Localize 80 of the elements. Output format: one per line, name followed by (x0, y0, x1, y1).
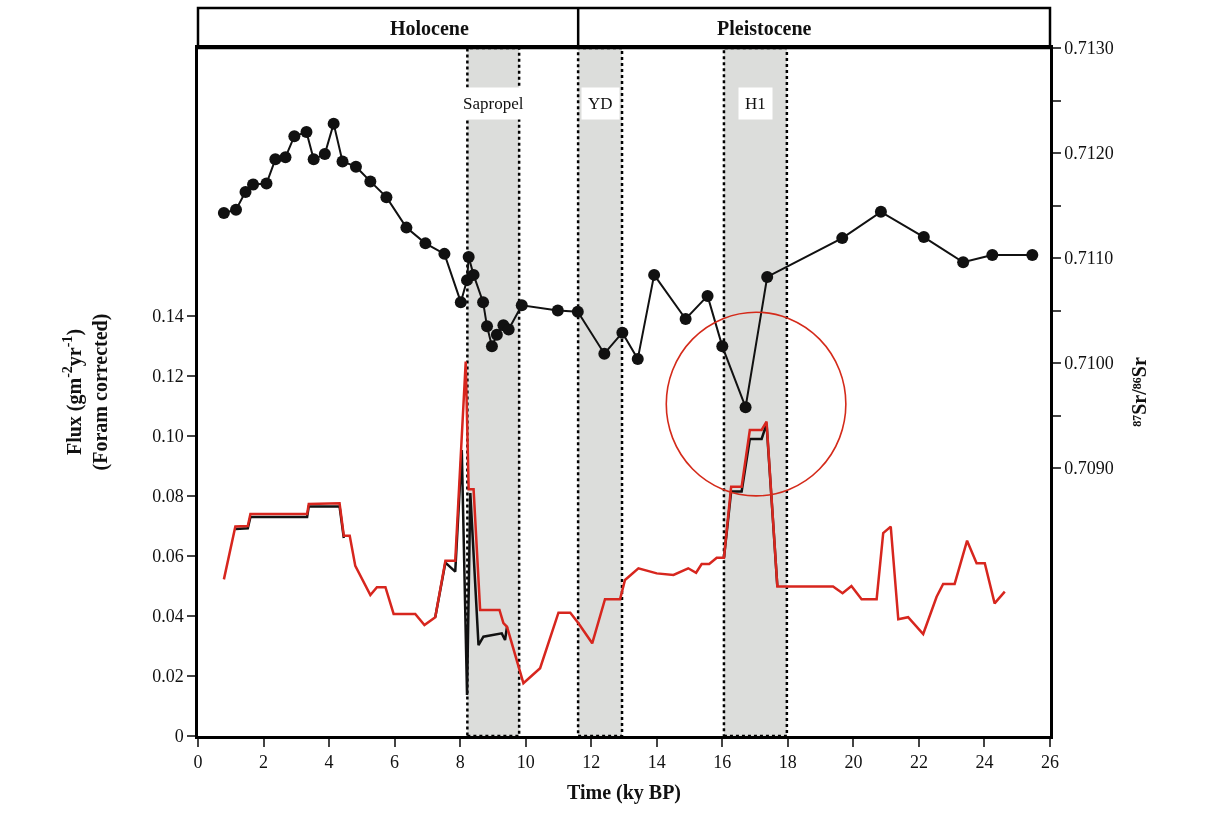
point (380, 191, 393, 204)
y2-tick-label: 0.7120 (1064, 143, 1114, 164)
line-series (222, 360, 1007, 685)
x-tick-label: 14 (647, 752, 666, 773)
point (598, 347, 611, 360)
point (279, 151, 292, 164)
y-tick-label: 0.02 (152, 666, 184, 687)
point (307, 153, 320, 166)
point (349, 160, 362, 173)
x-tick-label: 26 (1041, 752, 1059, 773)
point (739, 401, 752, 414)
x-tick-label: 20 (844, 752, 863, 773)
y-tick-label: 0.10 (152, 426, 184, 447)
y-tick-label: 0 (174, 726, 184, 747)
x-tick-label: 0 (193, 752, 203, 773)
x-tick-label: 22 (909, 752, 928, 773)
point (957, 256, 970, 269)
point (269, 153, 282, 166)
point (327, 117, 340, 130)
point (551, 304, 564, 317)
point (467, 268, 480, 281)
x-tick-label: 6 (390, 752, 400, 773)
point (230, 203, 243, 216)
point (485, 340, 498, 353)
point (477, 296, 490, 309)
point (502, 323, 515, 336)
x-axis-title: Time (ky BP) (566, 780, 682, 804)
y2-tick-label: 0.7100 (1064, 353, 1114, 374)
point (260, 177, 273, 190)
y2-axis-title: ⁸⁷Sr/⁸⁶Sr (1128, 357, 1151, 427)
point (300, 126, 313, 139)
x-tick-label: 8 (455, 752, 465, 773)
point (217, 206, 230, 219)
point (1026, 248, 1039, 261)
x-tick-label: 12 (582, 752, 601, 773)
point (836, 232, 849, 245)
point (400, 221, 413, 234)
point (419, 237, 432, 250)
text: Pleistocene (717, 17, 812, 39)
point (761, 270, 774, 283)
point (648, 268, 661, 281)
y-tick-label: 0.08 (152, 486, 184, 507)
point (438, 247, 451, 260)
point (462, 251, 475, 264)
point (318, 148, 331, 161)
point (616, 326, 629, 339)
y-tick-label: 0.12 (152, 366, 184, 387)
y-tick-label: 0.06 (152, 546, 184, 567)
point (247, 178, 260, 191)
point (490, 328, 503, 341)
x-tick-label: 2 (259, 752, 269, 773)
point (701, 289, 714, 302)
point (986, 248, 999, 261)
y2-tick-label: 0.7130 (1064, 38, 1114, 59)
point (631, 352, 644, 365)
point (917, 231, 930, 244)
x-tick-label: 10 (516, 752, 535, 773)
band-label: Sapropel (463, 94, 524, 113)
y2-tick-label: 0.7110 (1064, 248, 1114, 269)
x-tick-label: 4 (324, 752, 334, 773)
y-tick-label: 0.04 (152, 606, 184, 627)
point (515, 299, 528, 312)
point (571, 305, 584, 318)
point (364, 175, 377, 188)
x-tick-label: 24 (975, 752, 994, 773)
band-label: YD (588, 94, 613, 113)
point (288, 130, 301, 143)
point (679, 313, 692, 325)
point (481, 320, 494, 333)
x-tick-label: 16 (713, 752, 732, 773)
text: Holocene (390, 17, 469, 39)
point (239, 185, 252, 198)
band-label: H1 (745, 94, 766, 113)
y2-tick-label: 0.7090 (1064, 458, 1114, 479)
x-tick-label: 18 (778, 752, 797, 773)
point (874, 205, 887, 218)
point (716, 340, 729, 353)
point (454, 296, 467, 309)
y-tick-label: 0.14 (152, 306, 184, 327)
point (336, 155, 349, 168)
